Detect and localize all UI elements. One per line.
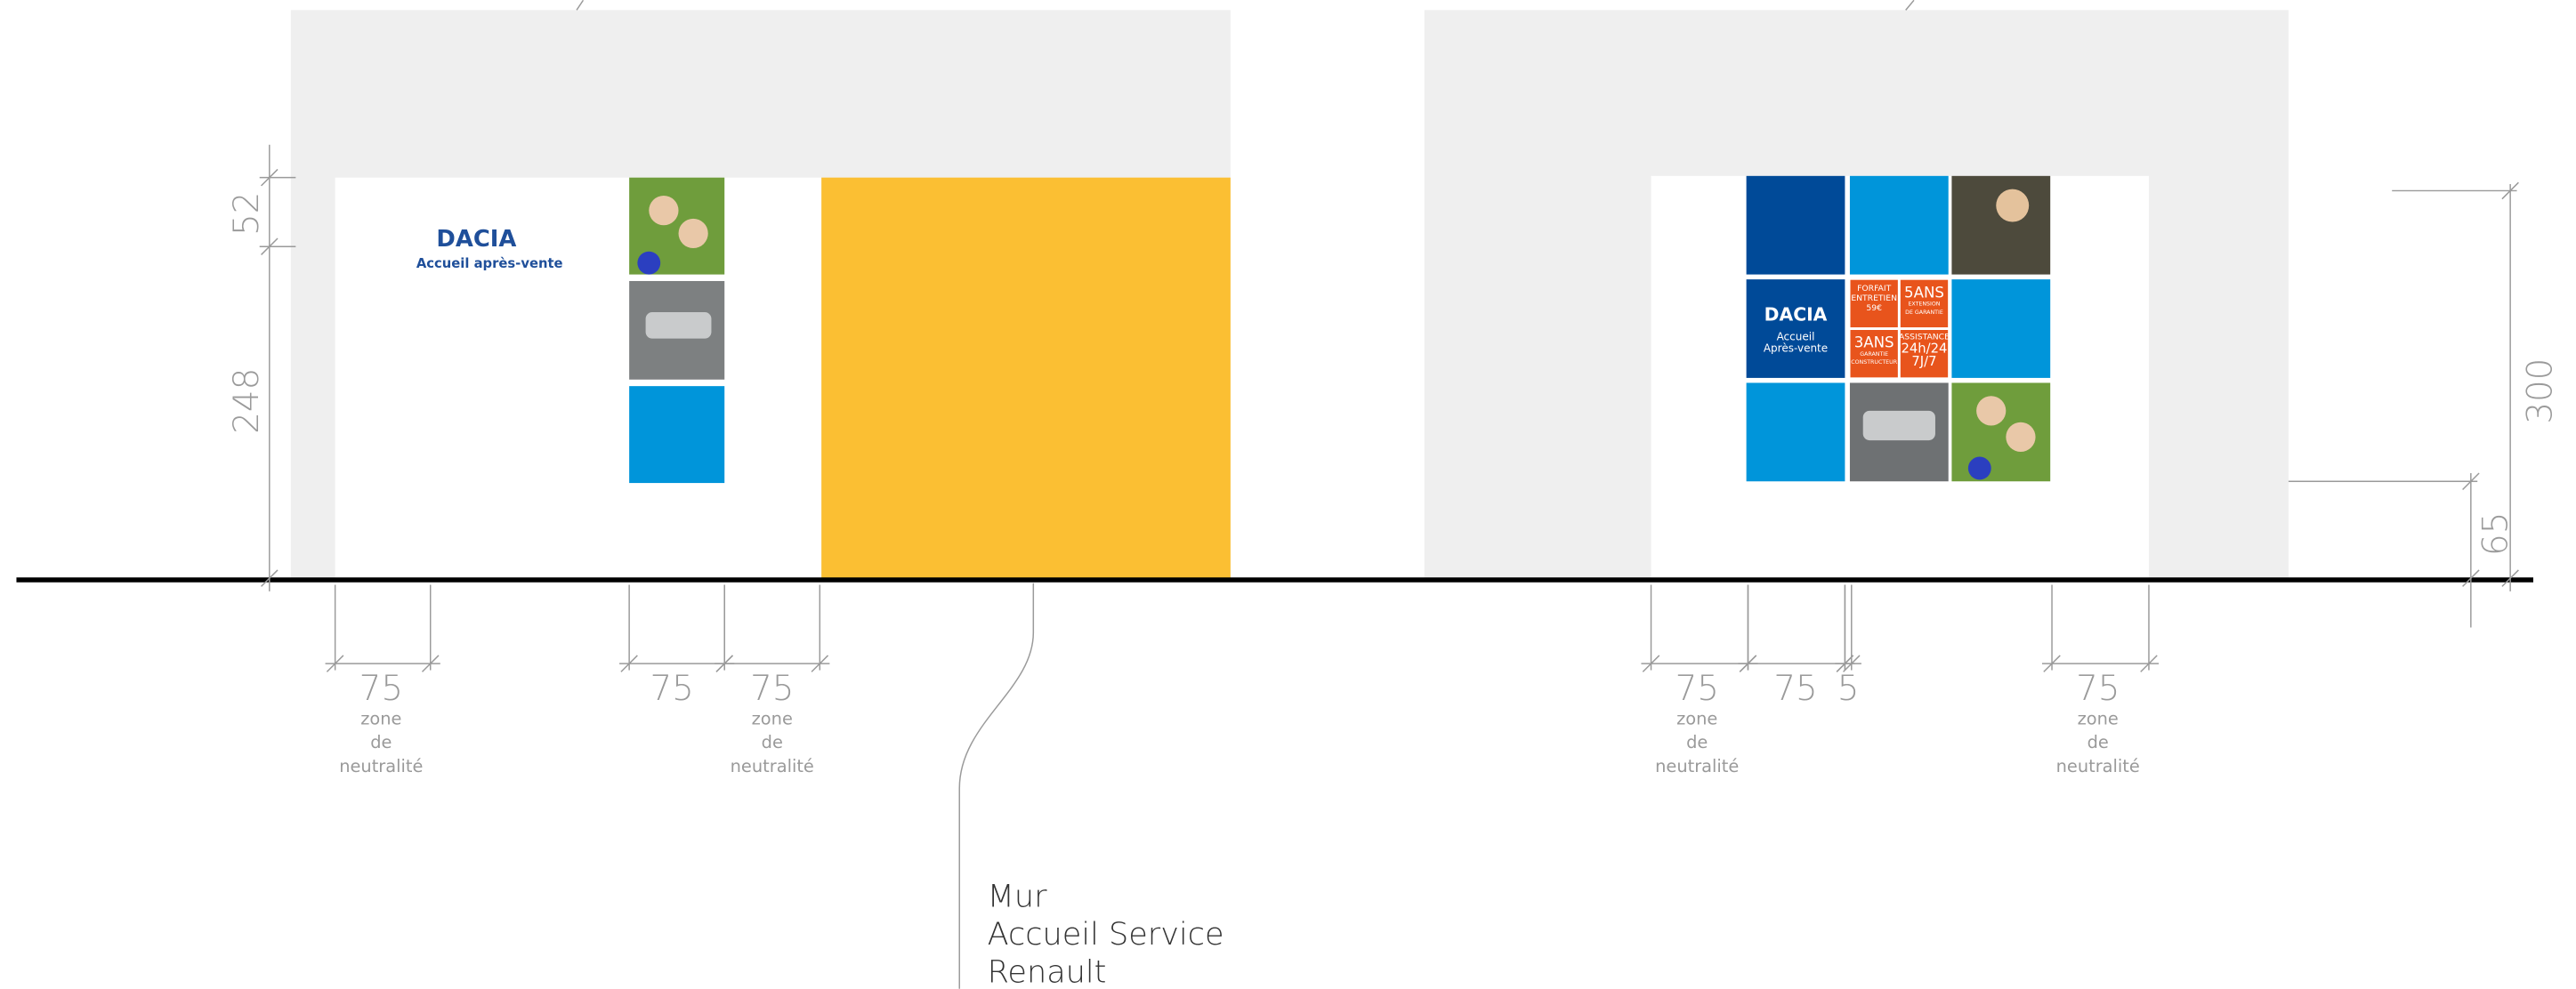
dimension: 5 bbox=[1837, 669, 1860, 709]
dimension-note: neutralité bbox=[2056, 756, 2140, 776]
dimension: 75 bbox=[359, 669, 403, 709]
offer-text: 3ANS bbox=[1854, 334, 1894, 351]
leader bbox=[577, 0, 583, 10]
offer-text: ENTRETIEN bbox=[1851, 293, 1897, 303]
photo-detail bbox=[1976, 396, 2006, 425]
offer-text: 59€ bbox=[1866, 303, 1882, 313]
yellow-panel bbox=[821, 178, 1231, 578]
logo: DACIA bbox=[1764, 303, 1828, 325]
dimension: 300 bbox=[2520, 358, 2560, 424]
tagline: Accueil après-vente bbox=[416, 256, 563, 271]
offer-text: 5ANS bbox=[1904, 284, 1944, 301]
offer-text: 7J/7 bbox=[1911, 354, 1936, 369]
blue-tile bbox=[629, 386, 724, 483]
dimension-note: zone bbox=[2078, 708, 2119, 728]
tagline: Après-vente bbox=[1764, 342, 1828, 354]
dimension: 65 bbox=[2475, 512, 2515, 556]
callout: Mur bbox=[988, 878, 1047, 914]
tile bbox=[1747, 279, 1845, 378]
offer-text: FORFAIT bbox=[1857, 284, 1891, 293]
photo-detail bbox=[649, 196, 678, 225]
dimension: 75 bbox=[750, 669, 794, 709]
drawing: DACIA Accueil après-vente DACIA Accueil … bbox=[0, 0, 2576, 989]
leader bbox=[1906, 0, 1914, 10]
photo-detail bbox=[2006, 422, 2035, 452]
left-panel bbox=[335, 178, 822, 578]
tile bbox=[1747, 382, 1845, 481]
dimension: 248 bbox=[227, 368, 267, 434]
callout: Renault bbox=[988, 953, 1107, 989]
dimension: 75 bbox=[1773, 669, 1817, 709]
offer-text: EXTENSION bbox=[1908, 302, 1940, 308]
photo-detail bbox=[1968, 457, 1991, 480]
dimension-note: zone bbox=[752, 708, 793, 728]
offer-text: CONSTRUCTEUR bbox=[1851, 359, 1897, 366]
page: DACIA Accueil après-vente DACIA Accueil … bbox=[0, 0, 2576, 989]
tile bbox=[1951, 279, 2050, 378]
dimension-note: zone bbox=[360, 708, 401, 728]
offer-text: DE GARANTIE bbox=[1905, 310, 1943, 316]
tile bbox=[1747, 176, 1845, 275]
photo bbox=[1951, 382, 2050, 481]
photo-detail bbox=[646, 312, 712, 339]
dimension: 75 bbox=[650, 669, 693, 709]
dimension-note: neutralité bbox=[1655, 756, 1739, 776]
photo-detail bbox=[1996, 189, 2029, 222]
dimension-note: neutralité bbox=[339, 756, 423, 776]
photo-detail bbox=[1863, 411, 1935, 440]
tile bbox=[1850, 176, 1949, 275]
dimension-note: de bbox=[370, 732, 392, 752]
photo bbox=[1951, 176, 2050, 275]
logo: DACIA bbox=[436, 226, 516, 253]
dimension-note: zone bbox=[1676, 708, 1717, 728]
photo-detail bbox=[679, 219, 708, 248]
dimension-note: neutralité bbox=[731, 756, 814, 776]
photo-detail bbox=[637, 252, 660, 275]
callout: Accueil Service bbox=[988, 916, 1224, 953]
dimension: 75 bbox=[2076, 669, 2120, 709]
dimension: 52 bbox=[227, 192, 267, 236]
dimension: 75 bbox=[1676, 669, 1719, 709]
tagline: Accueil bbox=[1777, 330, 1815, 342]
dimension-note: de bbox=[1686, 732, 1708, 752]
dimension-note: de bbox=[2087, 732, 2109, 752]
dimension-note: de bbox=[762, 732, 783, 752]
offer-text: GARANTIE bbox=[1860, 351, 1888, 358]
